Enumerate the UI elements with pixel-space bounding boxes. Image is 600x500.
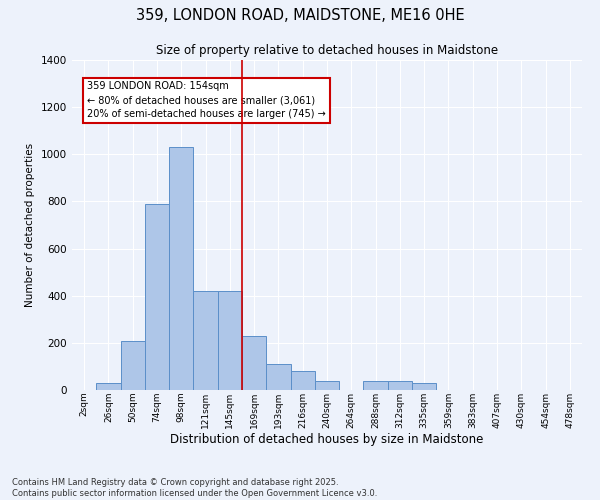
X-axis label: Distribution of detached houses by size in Maidstone: Distribution of detached houses by size … (170, 434, 484, 446)
Y-axis label: Number of detached properties: Number of detached properties (25, 143, 35, 307)
Bar (364, 380, 388, 390)
Text: 359 LONDON ROAD: 154sqm
← 80% of detached houses are smaller (3,061)
20% of semi: 359 LONDON ROAD: 154sqm ← 80% of detache… (88, 82, 326, 120)
Bar (315, 380, 339, 390)
Bar (218, 291, 242, 390)
Text: 359, LONDON ROAD, MAIDSTONE, ME16 0HE: 359, LONDON ROAD, MAIDSTONE, ME16 0HE (136, 8, 464, 22)
Bar (121, 340, 145, 390)
Bar (412, 383, 436, 390)
Bar (96, 383, 121, 390)
Bar (242, 336, 266, 390)
Text: Contains HM Land Registry data © Crown copyright and database right 2025.
Contai: Contains HM Land Registry data © Crown c… (12, 478, 377, 498)
Bar (266, 364, 290, 390)
Bar (169, 147, 193, 390)
Bar (193, 291, 218, 390)
Title: Size of property relative to detached houses in Maidstone: Size of property relative to detached ho… (156, 44, 498, 58)
Bar (388, 380, 412, 390)
Bar (290, 371, 315, 390)
Bar (145, 204, 169, 390)
